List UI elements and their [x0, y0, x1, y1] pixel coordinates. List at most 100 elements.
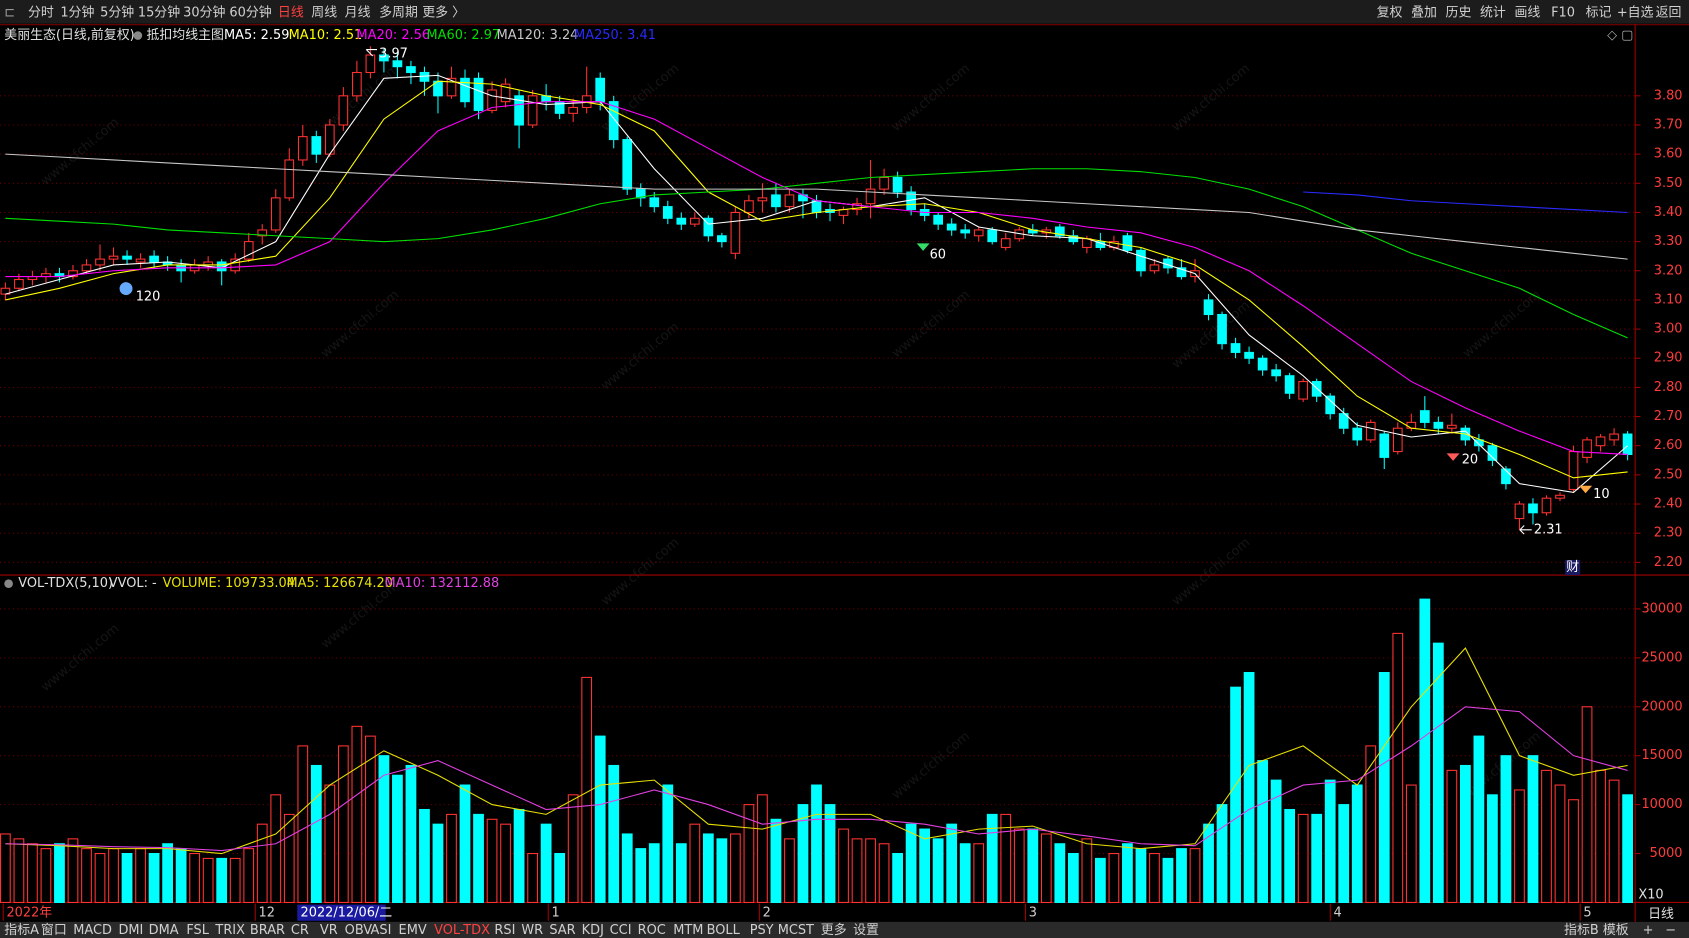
indicator-tab[interactable]: BRAR [250, 923, 285, 938]
volume-bar [1135, 848, 1147, 904]
indicator-tab[interactable]: 窗口 [41, 922, 67, 938]
toolbar-item[interactable]: 30分钟 [183, 4, 225, 20]
candle-body [1284, 375, 1295, 394]
indicator-tab[interactable]: 更多 [821, 923, 847, 938]
ma-legend: MA5: 2.59 [224, 28, 289, 43]
annotation: 3.97 [379, 46, 408, 61]
indicator-tab[interactable]: DMA [149, 923, 179, 938]
toolbar-icon[interactable]: ⊏ [4, 5, 15, 20]
volume-bar [1608, 779, 1620, 903]
volume-bar [1351, 784, 1363, 903]
indicator-tab[interactable]: DMI [118, 923, 143, 938]
toolbar-item[interactable]: 复权 [1377, 4, 1403, 20]
y-tick-label: 3.30 [1654, 234, 1683, 249]
settings-icon[interactable] [133, 31, 143, 40]
indicator-tab[interactable]: PSY [750, 923, 774, 938]
toolbar-item[interactable]: 画线 [1514, 5, 1540, 20]
panel-icon[interactable]: ◇ ▢ [1607, 28, 1633, 43]
candle-body [730, 211, 741, 254]
volume-bar [797, 804, 809, 903]
indicator-tab[interactable]: CCI [610, 923, 632, 938]
indicator-tab[interactable]: 设置 [853, 923, 879, 938]
toolbar-item[interactable]: +自选 [1617, 5, 1654, 20]
candle-body [527, 95, 538, 126]
toolbar-item[interactable]: 周线 [311, 5, 337, 20]
ma-line [1303, 191, 1628, 214]
y-tick-label: 2.60 [1654, 438, 1683, 453]
y-tick-label: 2.20 [1654, 555, 1683, 570]
candle-body [649, 197, 660, 208]
x-tick-label: 1 [552, 906, 560, 921]
indicator-tab[interactable]: MACD [73, 923, 112, 938]
indicator-tab[interactable]: VR [320, 923, 338, 938]
watermark: www.cfchi.com [38, 115, 122, 189]
indicator-tab[interactable]: EMV [399, 923, 427, 938]
candle-body [1541, 497, 1552, 514]
indicator-tab[interactable]: OBV [345, 923, 373, 938]
candle-body [1622, 433, 1633, 455]
y-tick-label: 3.70 [1654, 117, 1683, 132]
toolbar-item[interactable]: F10 [1551, 5, 1575, 20]
toolbar-item[interactable]: 日线 [278, 5, 304, 20]
settings-icon[interactable] [4, 579, 13, 588]
volume-bar [1338, 804, 1350, 903]
indicator-tab[interactable]: RSI [494, 923, 515, 938]
volume-bar [554, 853, 566, 904]
candle-body [230, 258, 241, 272]
indicator-tab[interactable]: 指标B [1564, 923, 1599, 938]
indicator-tab[interactable]: + [1643, 923, 1654, 938]
candle-body [473, 77, 484, 111]
candle-body [1365, 421, 1376, 441]
toolbar-item[interactable]: 叠加 [1411, 5, 1437, 20]
volume-bar [932, 838, 944, 903]
toolbar-item[interactable]: 60分钟 [229, 4, 271, 20]
indicator-tab[interactable]: BOLL [707, 923, 741, 938]
toolbar-item[interactable]: 多周期 [379, 5, 418, 20]
indicator-tab[interactable]: CR [291, 923, 309, 938]
ma-legend: MA60: 2.97 [427, 28, 501, 43]
volume-bar [216, 857, 228, 903]
volume-bar [1500, 755, 1512, 904]
toolbar-item[interactable]: 历史 [1446, 5, 1472, 20]
indicator-tab[interactable]: TRIX [214, 923, 245, 938]
indicator-tab[interactable]: ROC [638, 923, 666, 938]
indicator-tab[interactable]: WR [521, 923, 543, 938]
volume-bar [1149, 853, 1160, 904]
toolbar-item[interactable]: 1分钟 [60, 4, 94, 20]
volume-bar [1324, 779, 1336, 903]
indicator-tab[interactable]: FSL [186, 923, 209, 938]
toolbar-item[interactable]: 返回 [1656, 5, 1682, 20]
ma-legend: MA120: 3.24 [497, 28, 579, 43]
indicator-tab[interactable]: KDJ [582, 923, 604, 938]
toolbar-item[interactable]: 15分钟 [138, 4, 180, 20]
toolbar-item[interactable]: 5分钟 [100, 4, 134, 20]
indicator-tab[interactable]: MCST [778, 923, 814, 938]
volume-bar [1040, 833, 1052, 904]
volume-bar [351, 725, 363, 903]
toolbar-item[interactable]: 月线 [345, 5, 371, 20]
volume-bar [581, 676, 593, 903]
volume-value: VOLUME: 109733.04 [163, 576, 295, 591]
low-pointer [1519, 525, 1532, 535]
indicator-tab[interactable]: 模板 [1603, 923, 1629, 938]
toolbar-item[interactable]: 分时 [28, 5, 54, 20]
indicator-tab[interactable]: − [1665, 923, 1676, 938]
vvol: VVOL: - [109, 576, 157, 591]
toolbar-item[interactable]: 标记 [1586, 5, 1612, 20]
indicator-tab[interactable]: VOL-TDX [434, 923, 490, 938]
ma-line [5, 101, 1628, 455]
toolbar-item[interactable]: 更多 〉 [422, 5, 465, 20]
indicator-tab[interactable]: ASI [371, 923, 392, 938]
indicator-tab[interactable]: 指标A [4, 923, 39, 938]
volume-bar [527, 853, 538, 904]
candle-body [622, 139, 633, 190]
indicator-tab[interactable]: SAR [549, 923, 575, 938]
watermark: www.cfchi.com [1460, 287, 1544, 361]
indicator-tab[interactable]: MTM [673, 923, 703, 938]
stock-title: 美丽生态(日线,前复权) [4, 27, 134, 43]
y-tick-label: 3.10 [1654, 292, 1683, 307]
annotation: 60 [930, 248, 946, 263]
toolbar-item[interactable]: 统计 [1480, 5, 1506, 20]
candle-body [338, 95, 349, 126]
unit-label: X10 [1638, 887, 1663, 902]
